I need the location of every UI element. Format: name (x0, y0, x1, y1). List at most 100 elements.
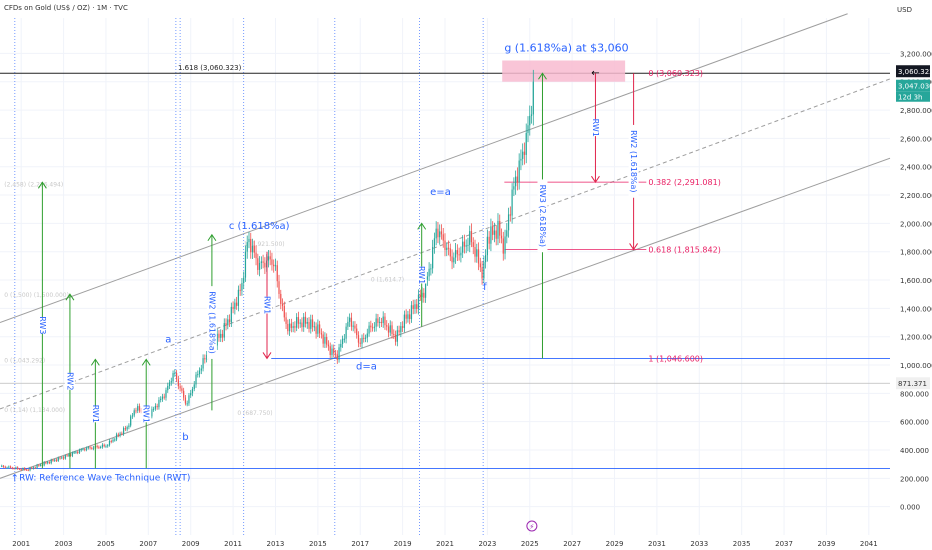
candle-body (322, 334, 324, 344)
candle-body (163, 396, 165, 398)
candle-body (18, 468, 21, 470)
candle-body (36, 464, 38, 468)
faint-level-label: (2,458) (2,276.494) (4, 182, 63, 189)
candle-body (483, 262, 485, 279)
green-rw-arrow-label: RW2 (65, 372, 74, 390)
candle-body (366, 333, 368, 338)
candle-body (115, 434, 118, 440)
candle-body (197, 374, 199, 376)
fib-level-label: 0.618 (1,815.842) (648, 245, 720, 254)
candle-body (71, 452, 74, 456)
candle-body (250, 238, 252, 253)
faint-level-label: 0 (1,500) (1,500.000) (4, 292, 69, 299)
event-marker-glyph: ⚡ (529, 523, 534, 531)
candle-body (195, 374, 197, 385)
candle-body (193, 384, 195, 389)
candle-body (255, 252, 257, 259)
candle-body (465, 245, 467, 247)
candle-body (502, 238, 504, 254)
candle-body (27, 469, 29, 471)
fib-level-label: 0.382 (2,291.081) (648, 178, 720, 187)
candle-body (405, 314, 407, 319)
candle-body (55, 459, 58, 461)
y-tick-label: 1,400.000 (900, 305, 932, 313)
candle-body (462, 241, 464, 253)
candle-body (20, 469, 22, 471)
candle-body (38, 464, 40, 466)
candle-body (135, 410, 137, 412)
green-rw-arrow-head (65, 293, 75, 301)
candle-body (31, 467, 33, 469)
candle-body (336, 354, 338, 360)
candle-body (11, 467, 13, 469)
candle-body (160, 398, 162, 400)
green-rw-arrow-label-bg (64, 372, 75, 390)
candle-body (340, 343, 342, 348)
candle-body (130, 416, 132, 426)
faint-level-label: 0 (1,614.7) (371, 277, 404, 284)
candle-body (458, 254, 460, 256)
candle-body (324, 337, 326, 344)
candle-body (350, 317, 353, 327)
candle-body (82, 449, 84, 451)
candle-body (513, 186, 515, 190)
candle-body (288, 323, 291, 332)
y-tick-label: 1,600.000 (900, 277, 932, 285)
candle-body (463, 241, 466, 247)
candle-body (403, 314, 406, 328)
candle-body (484, 255, 487, 263)
red-rw-arrow-label-bg (590, 119, 601, 137)
candle-body (357, 335, 360, 343)
candle-body (96, 445, 98, 448)
target-zone (502, 60, 626, 82)
candle-body (15, 467, 17, 469)
faint-level-label: 1 (1,921.500) (244, 241, 285, 248)
red-rw-arrow-label-bg (262, 296, 272, 314)
candle-body (424, 279, 427, 298)
y-tick-label: 2,000.000 (900, 220, 932, 228)
candle-body (241, 282, 243, 291)
fib-level-label: 1 (1,046.600) (648, 354, 703, 363)
red-rw-arrow-head (629, 243, 639, 251)
candle-body (341, 338, 344, 344)
candle-body (371, 327, 374, 329)
candle-body (108, 440, 111, 446)
candle-body (246, 242, 248, 252)
candle-body (61, 457, 63, 459)
candle-body (75, 451, 77, 453)
x-tick-label: 2025 (521, 540, 539, 548)
candle-body (167, 385, 169, 391)
x-tick-label: 2033 (690, 540, 708, 548)
red-rw-arrow-head (262, 352, 272, 360)
candle-body (202, 358, 204, 369)
candle-body (274, 265, 277, 267)
candle-body (386, 325, 388, 327)
candle-body (474, 246, 476, 257)
candle-body (522, 151, 524, 159)
candle-body (523, 151, 526, 155)
candle-body (248, 238, 250, 243)
candle-body (349, 317, 351, 322)
candle-body (80, 449, 82, 451)
candle-body (220, 333, 222, 338)
candle-body (530, 114, 533, 116)
candle-body (158, 399, 160, 408)
candle-body (297, 317, 300, 324)
x-tick-label: 2029 (606, 540, 624, 548)
candle-body (394, 334, 397, 342)
candle-body (257, 258, 259, 270)
candle-body (45, 462, 47, 464)
candle-body (225, 323, 227, 326)
candle-body (267, 256, 270, 261)
extra-axis-badge: 871.371 (898, 380, 927, 388)
x-tick-label: 2001 (12, 540, 30, 548)
candle-body (308, 322, 310, 329)
candle-body (506, 230, 508, 237)
candle-body (470, 231, 473, 243)
candle-body (315, 326, 317, 334)
green-rw-arrow-label: RW1 (142, 405, 151, 423)
candle-body (423, 292, 425, 298)
candle-body (25, 469, 28, 471)
last-price-badge-bg (896, 79, 930, 92)
candle-body (188, 395, 190, 404)
